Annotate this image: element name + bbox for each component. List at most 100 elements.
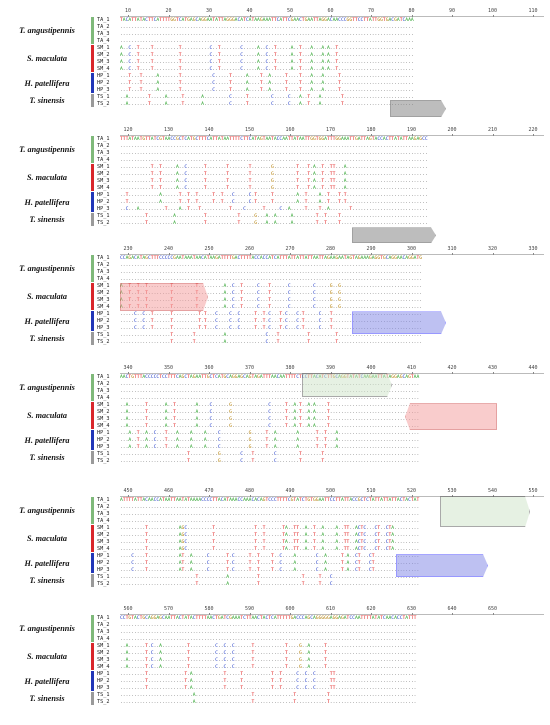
sequence-row-ts_2: ...........................T..........A.… (120, 582, 420, 587)
sequence-row-ts_1: ........................T..........G....… (120, 452, 420, 457)
sequence-name: TA_3 (97, 511, 110, 517)
ruler-position-label: 260 (244, 246, 255, 252)
ruler-tick (533, 495, 534, 497)
species-color-bar-hp (91, 311, 94, 331)
sequence-row-ta_4: ........................................… (120, 39, 414, 44)
species-color-bar-ts (91, 332, 94, 345)
sequence-row-ts_2: .........T.........A..........T.........… (120, 221, 428, 226)
sequence-name: HP_2 (97, 678, 110, 684)
ruler-tick (249, 134, 251, 136)
species-color-bar-ta (91, 497, 94, 524)
sequence-row-hp_2: ...T...T.....A.......T...........C.....T… (120, 81, 414, 86)
sequence-row-hp_2: ..T...........A......T..T..T.....T..T...… (120, 200, 428, 205)
sequence-row-sm_3: A..C..T....T.........T..........C..T....… (120, 60, 414, 65)
ruler-position-label: 640 (447, 606, 457, 612)
ruler-position-label: 430 (487, 365, 498, 371)
sequence-row-ts_2: ..A.......T.....A.....T......A.........C… (120, 102, 414, 107)
alignment-block-5: 450 460 470 480 490 500 510 520 530 540 550 T. angu… (0, 486, 550, 604)
sequence-name: TA_2 (97, 262, 110, 268)
ruler-position-label: 10 (124, 8, 132, 14)
ruler-position-label: 60 (327, 8, 334, 14)
ruler-tick (492, 253, 494, 255)
ruler-position-label: 250 (204, 246, 214, 252)
sequence-name: SM_1 (97, 643, 110, 649)
ruler-position-label: 290 (366, 246, 376, 252)
sequence-row-ta_2: ........................................… (120, 505, 420, 510)
ruler-position-label: 110 (528, 8, 538, 14)
sequence-name: HP_2 (97, 318, 110, 324)
sequence-name: TA_3 (97, 31, 110, 37)
species-label-hp: H. patellifera (24, 558, 70, 568)
sequence-row-ta_4: ........................................… (120, 519, 420, 524)
ruler-position-label: 450 (123, 488, 133, 494)
sequence-name: TS_1 (97, 94, 110, 100)
ruler-position-label: 610 (325, 606, 336, 612)
sequence-name: HP_2 (97, 199, 110, 205)
sequence-row-ta_3: ........................................… (120, 32, 414, 37)
sequence-row-ts_1: ..A.......T.....A.....T......A.........C… (120, 95, 414, 100)
ruler-tick (249, 15, 251, 17)
sequence-name: SM_4 (97, 185, 110, 191)
ruler-tick (168, 372, 170, 374)
ruler-position-label: 220 (528, 127, 538, 133)
species-label-hp: H. patellifera (24, 316, 70, 326)
sequence-name: SM_2 (97, 532, 110, 538)
ruler-position-label: 210 (487, 127, 498, 133)
sequence-name: TA_4 (97, 157, 110, 163)
sequence-row-ta_1: TACATTATACTTCATTTTGGTCATGAGCAGGAATATTAGG… (120, 18, 414, 23)
sequence-name: TA_3 (97, 629, 110, 635)
ruler-position-label: 490 (285, 488, 295, 494)
sequence-name: TS_2 (97, 458, 110, 464)
sequence-name: TA_1 (97, 497, 110, 503)
sequence-name: SM_3 (97, 416, 110, 422)
ruler-tick (209, 15, 210, 17)
species-color-bar-hp (91, 671, 94, 691)
ruler-position-label: 160 (285, 127, 295, 133)
sequence-row-ta_1: CCTGTACTGCAGGAGCAATTACTATACTTTTAACTGATCG… (120, 616, 417, 621)
ruler-position-label: 380 (285, 365, 295, 371)
sequence-name: HP_1 (97, 430, 110, 436)
sequence-name: TA_1 (97, 255, 110, 261)
sequence-name: TS_1 (97, 692, 110, 698)
sequence-name: TS_2 (97, 220, 110, 226)
alignment-block-2: 120 130 140 150 160 170 180 190 200 210 220 T. angu… (0, 125, 550, 243)
sequence-name: TS_1 (97, 574, 110, 580)
sequence-name: HP_3 (97, 685, 110, 691)
species-color-bar-ta (91, 136, 94, 163)
highlight-region-gray (390, 100, 446, 117)
sequence-row-ta_1: TTTATAATGTTATCGTAACCGCTCATGCTTTCATTATAAT… (120, 137, 428, 142)
ruler-tick (168, 134, 170, 136)
sequence-row-sm_3: ...........T..T.....A..C......T.......T.… (120, 179, 428, 184)
ruler-position-label: 340 (123, 365, 133, 371)
sequence-row-hp_3: ..C...A.........T....A..T...T..........T… (120, 207, 428, 212)
ruler-position-label: 240 (163, 246, 174, 252)
sequence-row-ts_1: ...........................T..........A.… (120, 575, 420, 580)
ruler-tick (452, 15, 453, 17)
sequence-name: HP_3 (97, 87, 110, 93)
ruler-tick (290, 372, 291, 374)
species-label-hp: H. patellifera (24, 435, 70, 445)
sequence-name: SM_1 (97, 402, 110, 408)
ruler-tick (330, 253, 332, 255)
species-color-bar-hp (91, 73, 94, 93)
ruler-tick (411, 495, 413, 497)
sequence-row-ta_4: ........................................… (120, 158, 428, 163)
ruler-tick (411, 613, 413, 615)
ruler-tick (492, 613, 494, 615)
ruler-position-label: 270 (285, 246, 295, 252)
sequence-row-hp_3: ...A..T..A..C...T...A....A....A....C....… (120, 445, 420, 450)
species-color-bar-sm (91, 283, 94, 310)
sequence-name: HP_2 (97, 80, 110, 86)
ruler-position-label: 370 (244, 365, 255, 371)
highlight-region-green (440, 496, 530, 527)
sequence-row-hp_2: .........T.............T.A...........T..… (120, 679, 417, 684)
species-color-bar-ta (91, 615, 94, 642)
ruler-position-label: 20 (165, 8, 172, 14)
ruler-tick (371, 15, 372, 17)
ruler-position-label: 480 (244, 488, 255, 494)
species-label-ts: T. sinensis (29, 453, 65, 462)
sequence-row-sm_1: ...........T..T.....A..C......T.......T.… (120, 165, 428, 170)
ruler-position-label: 330 (528, 246, 538, 252)
ruler-tick (492, 15, 494, 17)
